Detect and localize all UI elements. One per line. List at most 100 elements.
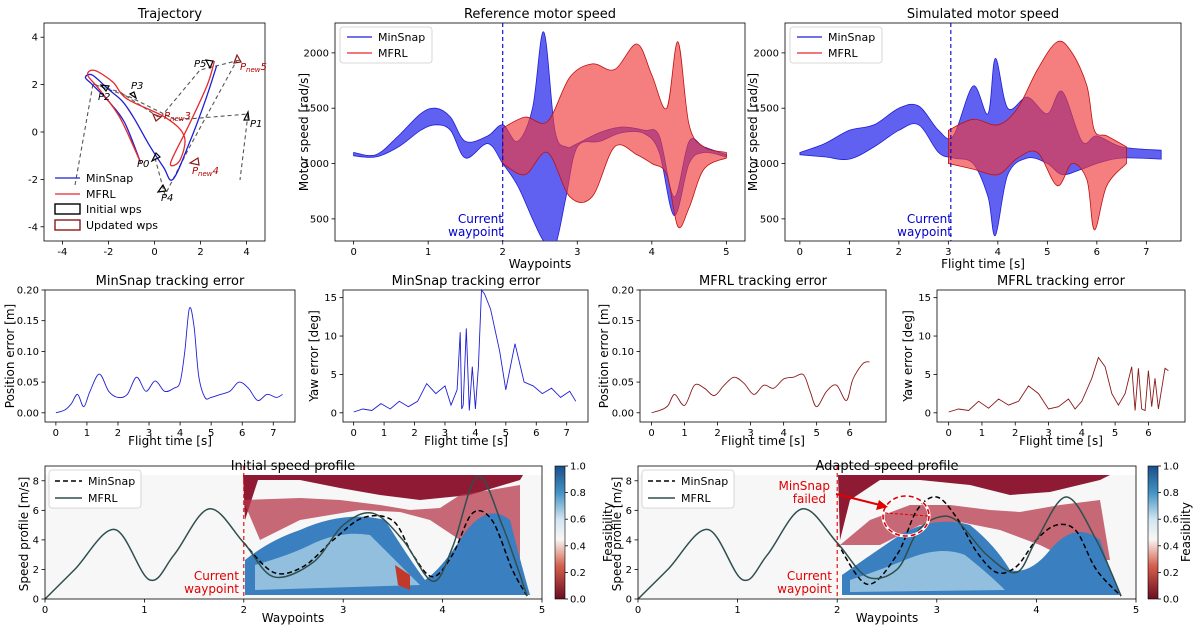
y-tick-label: 2000 [754,48,779,59]
waypoint-p5-marker [204,59,214,70]
ms-pos-err-panel: MinSnap tracking error 0 1 2 3 4 5 6 70.000.050… [3,274,296,448]
x-tick-label: 2 [834,605,840,616]
mfrl-pos-err-title: MFRL tracking error [699,274,828,289]
sa-legend-minsnap-label: MinSnap [681,475,728,488]
speed-initial-panel: Initial speed profile Current waypoint 0… [17,459,615,625]
speed-initial-minsnap-line [243,509,528,597]
legend-updated-swatch [54,219,81,231]
ms-yaw-err-panel: MinSnap tracking error 0 1 2 3 4 5 6 7 0 5 10 15 Fl… [307,274,589,448]
y-tick-label: 0.00 [17,408,39,419]
x-tick-label: 1 [381,428,387,439]
ms-pos-err-axes [44,289,296,423]
waypoint-p5-label: P5 [194,59,206,70]
speed-adapted-current-label-2: waypoint [777,582,832,596]
speed-initial-xlabel: Waypoints [262,611,324,625]
ms-yaw-err-line [353,288,577,413]
colorbar-tick-label: 0.8 [570,488,586,499]
x-tick-label: 1 [846,247,852,258]
x-tick-label: 2 [1012,428,1018,439]
sim-motor-xlabel: Flight time [s] [941,257,1025,271]
legend-updated-label: Updated wps [86,219,158,232]
y-tick-label: 500 [310,214,329,225]
x-tick-label: 0 [350,247,356,258]
waypoint-pnew4-label: Pnew4 [192,166,219,178]
speed-initial-current-label-1: Current [194,569,239,583]
y-tick-label: 0.10 [612,347,634,358]
minsnap-failed-arrow-shaft [835,493,881,506]
mfrl-pos-err-axes [639,289,887,423]
waypoint-p0-label: P0 [137,159,149,170]
ms-pos-err-ticks: 0 1 2 3 4 5 6 7 0.00 0.05 0.10 0.15 0.20 [17,286,277,440]
x-tick-label: 3 [934,605,940,616]
y-tick-label: 2000 [304,48,329,59]
x-tick-label: 4 [472,428,478,439]
trajectory-panel: Trajectory P0 P1 P2 P3 P4 P5 Pnew3 [28,7,267,258]
ms-yaw-err-xlabel: Flight time [s] [424,434,508,448]
sim-current-waypoint-label-1: Current [907,212,952,226]
x-tick-label: 0 [797,247,803,258]
speed-adapted-colorbar: 0.0 0.2 0.4 0.6 0.8 1.0 Feasibility [1147,462,1193,606]
y-tick-label: 0.15 [17,316,39,327]
speed-adapted-current-label-1: Current [787,569,832,583]
x-tick-label: 3 [945,247,951,258]
speed-initial-title: Initial speed profile [231,459,356,474]
minsnap-failed-label-1: MinSnap [779,479,831,493]
x-tick-label: 3 [1045,428,1051,439]
colorbar-tick-label: 0.0 [570,595,586,606]
y-tick-label: 15 [324,293,337,304]
si-colorbar-bar [554,465,566,600]
sa-legend-mfrl-label: MFRL [681,492,711,505]
waypoint-pnew5-marker [233,53,242,64]
x-tick-label: 3 [146,428,152,439]
waypoint-p2-label: P2 [98,92,110,103]
y-tick-label: 0.20 [612,286,634,297]
heat-feasible-region-2 [255,533,420,590]
x-tick-label: 1 [84,428,90,439]
ms-pos-err-ylabel: Position error [m] [3,304,17,408]
sa-colorbar-bar [1147,465,1159,600]
x-tick-label: 4 [439,605,445,616]
heat-infeasible-region-a1 [838,475,1110,540]
y-tick-label: -2 [28,175,38,186]
waypoint-p0-marker [150,151,162,163]
y-tick-label: 4 [32,33,38,44]
ref-motor-ticks: 0 1 2 3 4 5 500 1000 1500 2000 [304,48,730,258]
x-tick-label: 6 [239,428,245,439]
speed-adapted-mfrl-line [638,496,1122,599]
colorbar-tick-label: 0.2 [1163,568,1179,579]
trajectory-line-mfrl [86,60,216,167]
colorbar-tick-label: 1.0 [1163,462,1179,473]
ref-current-waypoint-label-2: waypoint [448,225,503,239]
x-tick-label: 5 [1112,428,1118,439]
speed-adapted-ticks: 0 1 2 3 4 5 0 2 4 6 8 [626,476,1140,616]
x-tick-label: 1 [979,428,985,439]
waypoint-pnew4-marker [188,157,200,166]
speed-initial-ylabel: Speed profile [m/s] [17,477,31,592]
mfrl-pos-err-xlabel: Flight time [s] [721,434,805,448]
y-tick-label: 0.10 [17,347,39,358]
x-tick-label: 1 [734,605,740,616]
minsnap-failed-circle [882,495,930,537]
sim-band-mfrl [948,40,1127,231]
y-tick-label: 8 [626,476,632,487]
y-tick-label: 4 [33,535,39,546]
y-tick-label: 5 [925,370,931,381]
si-colorbar-label: Feasibility [601,502,615,562]
colorbar-tick-label: 0.2 [570,568,586,579]
x-tick-label: 1 [141,605,147,616]
waypoint-p1-label: P1 [250,119,262,130]
ref-band-mfrl [502,41,727,229]
x-tick-label: 2 [714,428,720,439]
legend-initial-label: Initial wps [86,203,142,216]
mfrl-yaw-err-ylabel: Yaw error [deg] [901,310,915,403]
ms-pos-err-line [55,307,283,414]
heat-infeasible-spot [395,565,410,590]
sim-motor-panel: Simulated motor speed Current waypoint 0… [746,7,1182,271]
y-tick-label: 2 [33,565,39,576]
x-tick-label: 4 [995,247,1001,258]
speed-initial-current-label-2: waypoint [184,582,239,596]
mfrl-yaw-err-xlabel: Flight time [s] [1019,434,1103,448]
x-tick-label: 7 [1143,247,1149,258]
y-tick-label: 1500 [304,104,329,115]
